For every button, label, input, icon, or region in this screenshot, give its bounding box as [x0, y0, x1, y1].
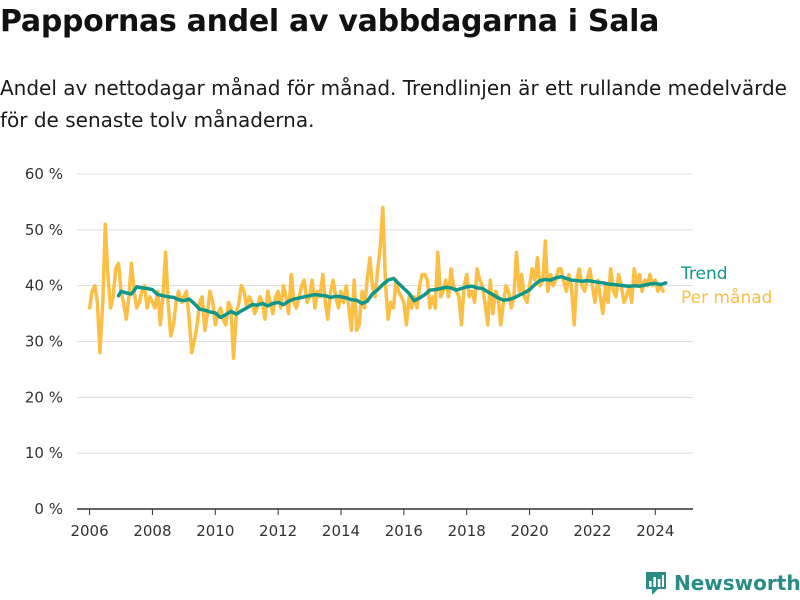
- x-tick-label: 2024: [636, 522, 674, 540]
- series-lines: [87, 205, 668, 361]
- series-line-per-manad: [87, 205, 665, 361]
- y-tick-label: 50 %: [25, 221, 63, 239]
- brand-name: Newsworthy: [674, 571, 800, 595]
- legend-label-trend: Trend: [680, 264, 728, 284]
- x-tick-label: 2012: [259, 522, 297, 540]
- legend-label-per-manad: Per månad: [681, 287, 772, 308]
- legend: Per månad Trend: [680, 264, 772, 308]
- bar-chart-logo-icon: [646, 572, 666, 595]
- series-line-trend: [116, 274, 668, 320]
- y-tick-label: 20 %: [25, 388, 63, 406]
- brand-logo[interactable]: Newsworthy: [644, 568, 800, 598]
- x-tick-label: 2020: [510, 522, 548, 540]
- y-tick-label: 30 %: [25, 333, 63, 351]
- x-tick-label: 2010: [196, 522, 234, 540]
- x-tick-label: 2022: [573, 522, 611, 540]
- x-tick-label: 2008: [133, 522, 171, 540]
- y-axis-ticks: 0 % 10 % 20 % 30 % 40 % 50 % 60 %: [25, 165, 63, 518]
- x-tick-label: 2018: [448, 522, 486, 540]
- chart-title: Pappornas andel av vabbdagarna i Sala: [0, 4, 660, 39]
- y-tick-label: 10 %: [25, 444, 63, 462]
- x-tick-label: 2014: [322, 522, 360, 540]
- x-axis: 2006 2008 2010 2012 2014 2016 2018 2020 2022 2024: [70, 508, 693, 540]
- y-tick-label: 40 %: [25, 277, 63, 295]
- y-tick-label: 60 %: [25, 165, 63, 183]
- x-tick-label: 2016: [385, 522, 423, 540]
- chart-subtitle: Andel av nettodagar månad för månad. Tre…: [0, 76, 787, 132]
- y-tick-label: 0 %: [34, 500, 63, 518]
- x-tick-label: 2006: [70, 522, 108, 540]
